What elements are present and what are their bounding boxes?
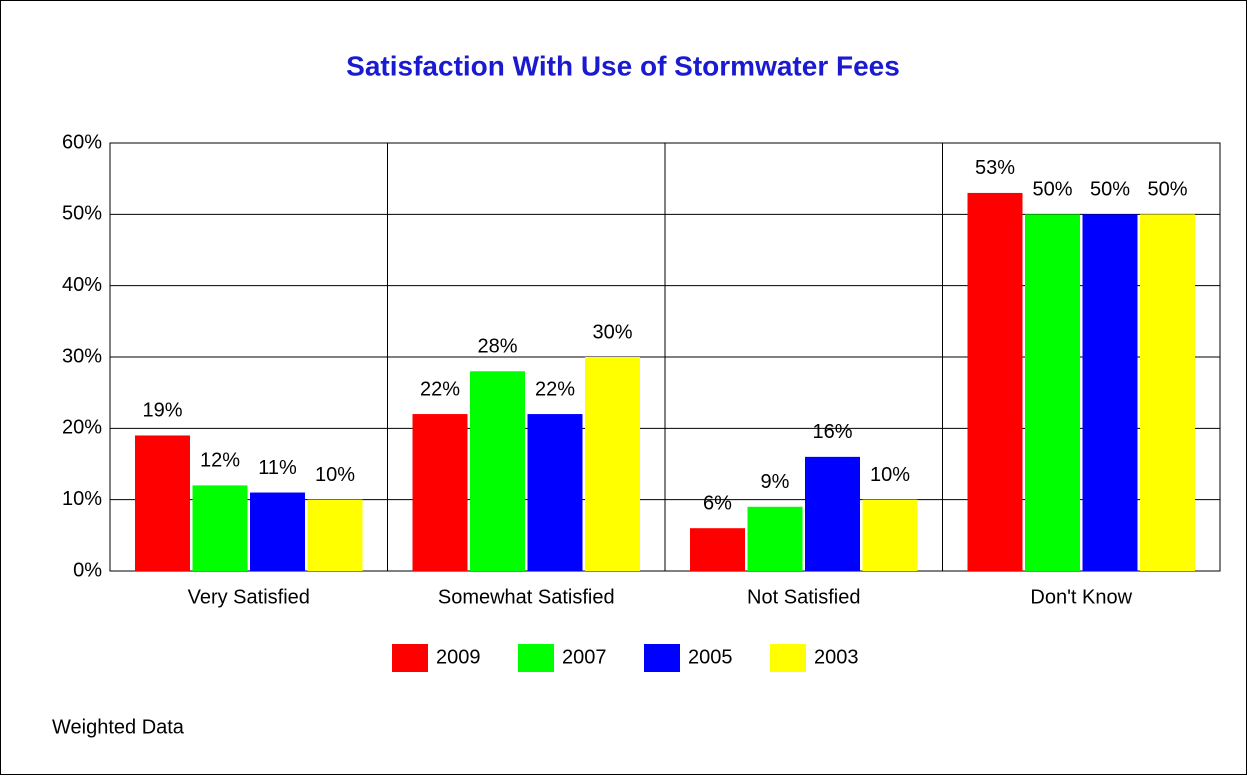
- bar: [862, 499, 918, 571]
- data-label: 16%: [812, 421, 852, 443]
- data-label: 12%: [200, 450, 240, 472]
- data-label: 10%: [315, 464, 355, 486]
- note: Weighted Data: [52, 716, 185, 738]
- bar: [307, 499, 363, 571]
- y-tick-label: 40%: [62, 274, 102, 296]
- bar: [1082, 214, 1138, 572]
- bar: [585, 357, 640, 571]
- y-tick-label: 60%: [62, 131, 102, 153]
- legend-swatch: [518, 644, 554, 672]
- y-tick-label: 0%: [73, 559, 102, 581]
- bar: [250, 492, 305, 571]
- data-label: 50%: [1032, 179, 1072, 201]
- bar: [527, 414, 583, 571]
- data-label: 50%: [1147, 179, 1187, 201]
- x-tick-label: Don't Know: [1030, 586, 1132, 608]
- data-label: 10%: [870, 464, 910, 486]
- legend-swatch: [770, 644, 806, 672]
- data-label: 9%: [761, 471, 790, 493]
- data-label: 50%: [1090, 179, 1130, 201]
- bar: [690, 528, 745, 571]
- bar: [805, 456, 860, 571]
- legend-label: 2007: [562, 646, 607, 668]
- legend-label: 2005: [688, 646, 733, 668]
- x-tick-label: Very Satisfied: [188, 586, 310, 608]
- data-label: 53%: [975, 157, 1015, 179]
- data-label: 22%: [535, 378, 575, 400]
- chart-title: Satisfaction With Use of Stormwater Fees: [346, 50, 900, 81]
- legend-swatch: [392, 644, 428, 672]
- legend-swatch: [644, 644, 680, 672]
- bar: [412, 414, 468, 571]
- data-label: 11%: [258, 457, 297, 479]
- data-label: 22%: [420, 378, 460, 400]
- bar: [470, 371, 525, 571]
- bar: [747, 506, 803, 571]
- x-tick-label: Not Satisfied: [747, 586, 860, 608]
- data-label: 19%: [142, 400, 182, 422]
- bar: [135, 435, 190, 571]
- data-label: 28%: [477, 336, 517, 358]
- bar: [192, 485, 248, 571]
- y-tick-label: 50%: [62, 203, 102, 225]
- plot-area: [109, 142, 1221, 572]
- y-tick-label: 10%: [62, 488, 102, 510]
- bar: [1025, 214, 1080, 572]
- legend-label: 2009: [436, 646, 481, 668]
- data-label: 30%: [592, 321, 632, 343]
- y-tick-label: 20%: [62, 417, 102, 439]
- legend-label: 2003: [814, 646, 859, 668]
- y-tick-label: 30%: [62, 345, 102, 367]
- x-tick-label: Somewhat Satisfied: [438, 586, 615, 608]
- bar: [967, 192, 1023, 571]
- bar: [1140, 214, 1195, 572]
- data-label: 6%: [703, 492, 732, 514]
